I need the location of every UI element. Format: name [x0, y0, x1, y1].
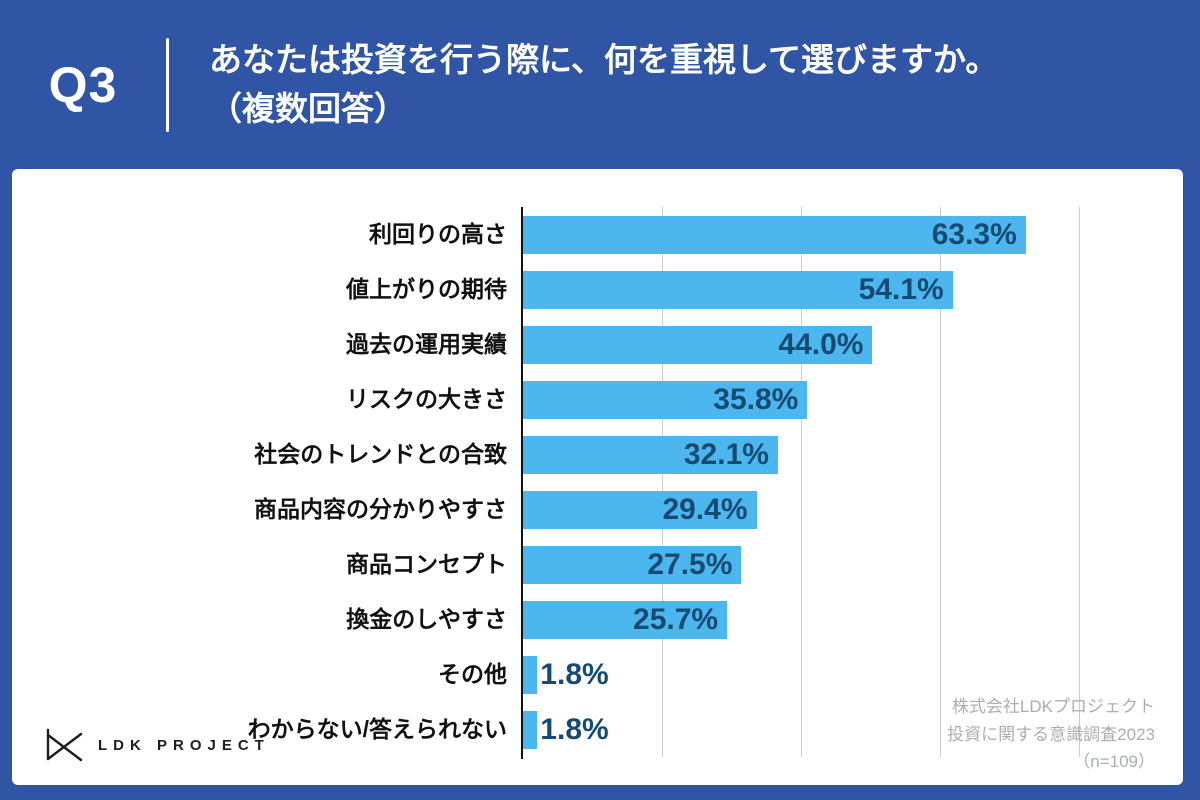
- bar: 1.8%: [523, 710, 609, 749]
- bar: 32.1%: [523, 435, 778, 474]
- header-divider: [166, 37, 169, 132]
- question-number: Q3: [48, 56, 118, 113]
- value-label: 44.0%: [778, 327, 864, 361]
- bar: 54.1%: [523, 270, 953, 309]
- gridline: [940, 207, 941, 757]
- value-label: 1.8%: [540, 712, 609, 746]
- category-label: 社会のトレンドとの合致: [254, 441, 507, 467]
- category-label: わからない/答えられない: [247, 716, 507, 742]
- category-label: その他: [438, 661, 507, 687]
- category-label: 商品コンセプト: [346, 551, 507, 577]
- chart-card: 利回りの高さ 63.3% 値上がりの期待 54.1% 過去の運用実績 44.0% リスクの大…: [12, 169, 1183, 785]
- source-line-survey: 投資に関する意識調査2023: [947, 724, 1155, 744]
- value-label: 1.8%: [540, 657, 609, 691]
- category-label: 利回りの高さ: [369, 221, 507, 247]
- category-label: 過去の運用実績: [346, 331, 507, 357]
- ldk-logo-icon: [46, 728, 83, 762]
- bar: 29.4%: [523, 490, 757, 529]
- gridline: [662, 207, 663, 757]
- source-line-company: 株式会社LDKプロジェクト: [951, 697, 1155, 717]
- chart-row: 商品内容の分かりやすさ 29.4%: [254, 482, 1079, 537]
- bar: 44.0%: [523, 325, 873, 364]
- chart-row: 換金のしやすさ 25.7%: [346, 592, 1079, 647]
- category-label: リスクの大きさ: [346, 386, 507, 412]
- chart-row: 過去の運用実績 44.0%: [346, 317, 1079, 372]
- question-title-line1: あなたは投資を行う際に、何を重視して選びますか。: [209, 40, 999, 78]
- value-label: 27.5%: [647, 547, 733, 581]
- gridline: [801, 207, 802, 757]
- brand-name: LDK PROJECT: [98, 736, 270, 754]
- chart-row: リスクの大きさ 35.8%: [346, 372, 1079, 427]
- y-axis-line: [521, 207, 523, 759]
- category-label: 換金のしやすさ: [346, 606, 507, 632]
- value-label: 32.1%: [683, 437, 769, 471]
- bar-chart-plot: 利回りの高さ 63.3% 値上がりの期待 54.1% 過去の運用実績 44.0% リスクの大…: [248, 207, 1080, 759]
- value-label: 63.3%: [931, 217, 1017, 251]
- chart-row: 値上がりの期待 54.1%: [346, 262, 1079, 317]
- bar: 25.7%: [523, 600, 728, 639]
- chart-row: その他 1.8%: [438, 647, 1079, 702]
- bar-rows: 利回りの高さ 63.3% 値上がりの期待 54.1% 過去の運用実績 44.0% リスクの大…: [248, 207, 1079, 757]
- bar: 27.5%: [523, 545, 742, 584]
- category-label: 商品内容の分かりやすさ: [254, 496, 507, 522]
- chart-row: わからない/答えられない 1.8%: [248, 702, 1079, 757]
- value-label: 29.4%: [662, 492, 748, 526]
- value-label: 54.1%: [858, 272, 944, 306]
- bar: 1.8%: [523, 655, 609, 694]
- question-title: あなたは投資を行う際に、何を重視して選びますか。 （複数回答）: [209, 36, 998, 134]
- chart-row: 商品コンセプト 27.5%: [346, 537, 1079, 592]
- bar: 63.3%: [523, 215, 1026, 254]
- value-label: 35.8%: [713, 382, 799, 416]
- chart-row: 社会のトレンドとの合致 32.1%: [254, 427, 1079, 482]
- category-label: 値上がりの期待: [346, 276, 507, 302]
- header: Q3 あなたは投資を行う際に、何を重視して選びますか。 （複数回答）: [0, 0, 1200, 169]
- chart-row: 利回りの高さ 63.3%: [369, 207, 1079, 262]
- value-label: 25.7%: [633, 602, 719, 636]
- brand-footer: LDK PROJECT: [45, 728, 270, 762]
- source-line-n: （n=109）: [1073, 751, 1155, 771]
- question-title-line2: （複数回答）: [209, 89, 407, 127]
- gridline: [1079, 207, 1080, 757]
- survey-source: 株式会社LDKプロジェクト 投資に関する意識調査2023 （n=109）: [947, 693, 1155, 775]
- bar: 35.8%: [523, 380, 808, 419]
